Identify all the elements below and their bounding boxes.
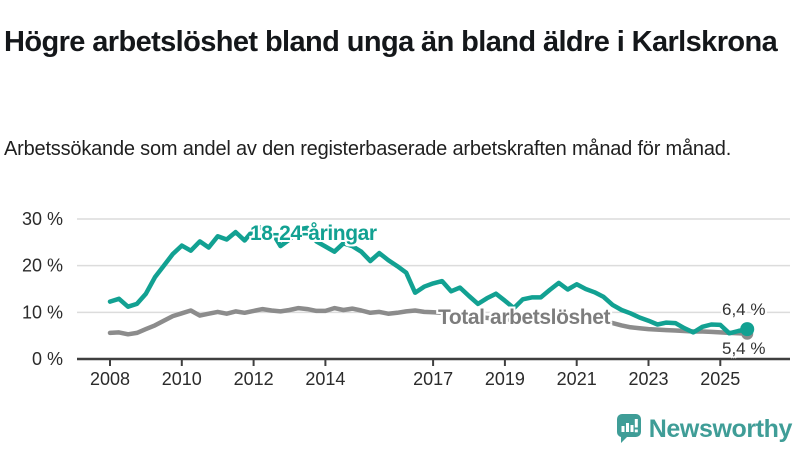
series-label-young: 18-24-åringar — [250, 222, 377, 245]
x-tick-label: 2025 — [700, 369, 740, 389]
x-tick-label: 2010 — [162, 369, 202, 389]
newsworthy-bubble-chart-icon — [616, 414, 641, 443]
series-label-total: Total arbetslöshet — [438, 306, 611, 329]
x-tick-label: 2008 — [90, 369, 130, 389]
newsworthy-logo-text: Newsworthy — [648, 414, 793, 443]
y-tick-label: 30 % — [22, 209, 63, 229]
series-end-dot-young — [740, 322, 755, 337]
chart-subtitle: Arbetssökande som andel av den registerb… — [4, 138, 732, 160]
y-tick-label: 0 % — [32, 349, 63, 369]
newsworthy-logo[interactable]: Newsworthy — [616, 410, 793, 448]
x-tick-label: 2017 — [413, 369, 453, 389]
series-line-young — [107, 224, 750, 336]
y-tick-label: 10 % — [22, 302, 63, 322]
x-tick-label: 2023 — [628, 369, 668, 389]
y-tick-label: 20 % — [22, 256, 63, 276]
series-line-total — [107, 305, 750, 337]
x-tick-label: 2012 — [234, 369, 274, 389]
end-value-label-total: 5,4 % — [722, 339, 766, 358]
x-tick-label: 2021 — [557, 369, 597, 389]
page-title: Högre arbetslöshet bland unga än bland ä… — [4, 26, 778, 59]
end-value-label-young: 6,4 % — [722, 300, 766, 319]
x-tick-label: 2014 — [305, 369, 345, 389]
x-tick-label: 2019 — [485, 369, 525, 389]
